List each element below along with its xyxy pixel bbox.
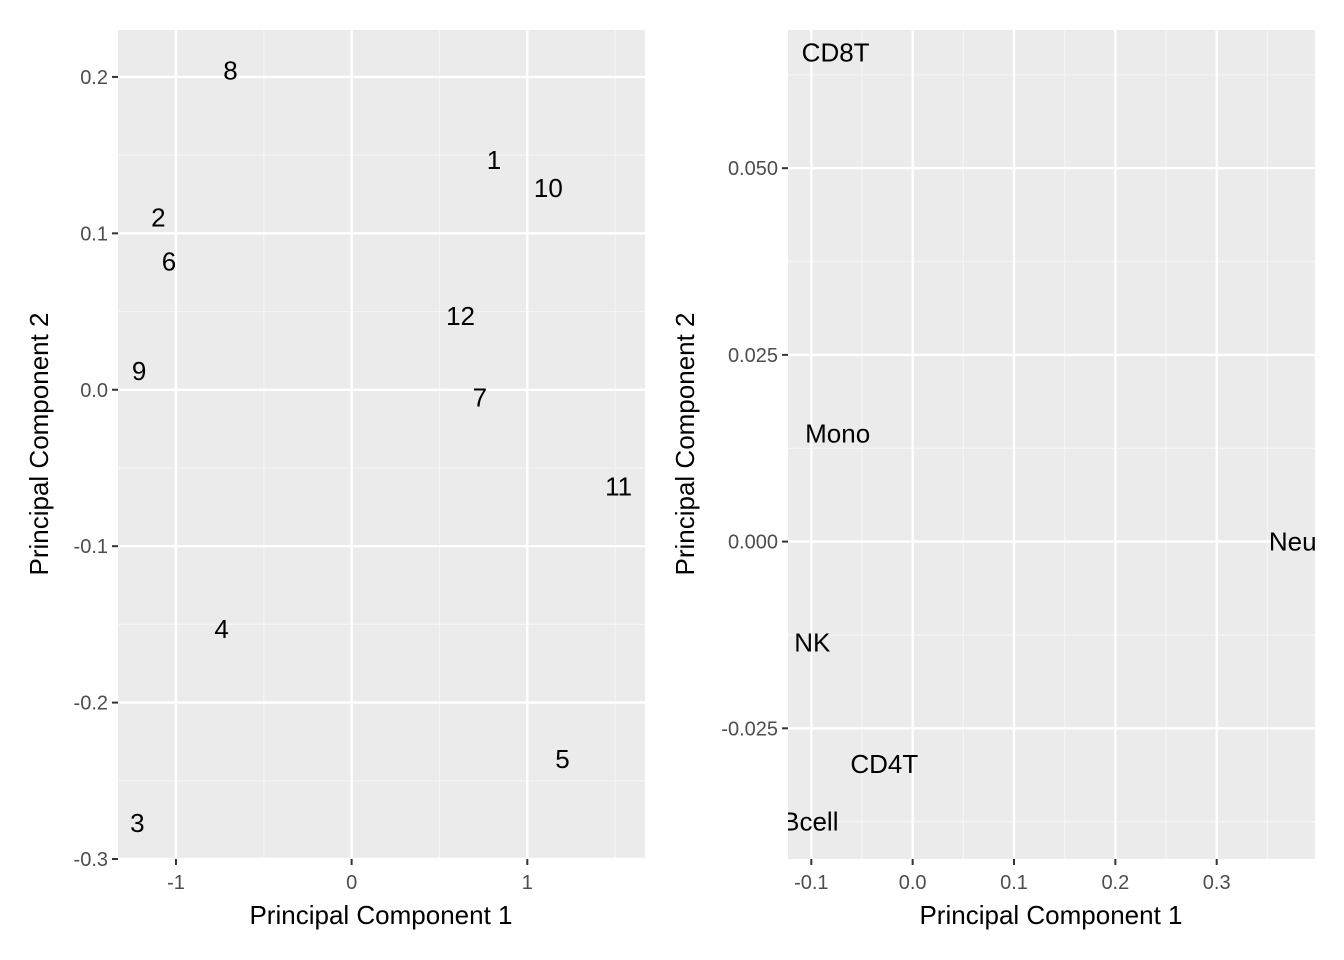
right-gridlines <box>788 30 1315 859</box>
point-label: 12 <box>446 301 475 331</box>
y-tick-label: 0.050 <box>728 158 778 180</box>
point-label: 5 <box>555 744 569 774</box>
point-label: 2 <box>151 203 165 233</box>
y-tick-label: 0.2 <box>80 67 108 89</box>
y-tick-label: -0.3 <box>74 849 108 871</box>
point-label: CD4T <box>850 749 918 779</box>
point-label: 10 <box>534 173 563 203</box>
x-tick-label: 0.2 <box>1101 872 1129 894</box>
right-chart: -0.1 0.0 0.1 0.2 0.3 -0.025 0.000 0.025 0.050 CD… <box>670 30 1317 930</box>
left-y-axis-title: Principal Component 2 <box>24 312 54 575</box>
y-tick-label: -0.025 <box>721 718 778 740</box>
point-label: 9 <box>132 356 146 386</box>
x-tick-label: 0.1 <box>1000 872 1028 894</box>
point-label: 11 <box>605 472 632 502</box>
right-x-axis-title: Principal Component 1 <box>919 900 1182 930</box>
x-tick-label: 0 <box>346 872 357 894</box>
point-label: NK <box>794 627 831 657</box>
point-label: 1 <box>487 145 501 175</box>
point-label: Bcell <box>782 807 838 837</box>
y-tick-label: 0.0 <box>80 380 108 402</box>
right-axis-ticks: -0.1 0.0 0.1 0.2 0.3 -0.025 0.000 0.025 0.050 <box>721 158 1230 894</box>
y-tick-label: 0.000 <box>728 532 778 554</box>
x-tick-label: -0.1 <box>794 872 828 894</box>
point-label: 8 <box>223 56 237 86</box>
left-point-labels: 8 1 10 2 6 12 9 7 11 4 5 3 <box>130 56 632 838</box>
point-label: Mono <box>805 418 870 448</box>
left-gridlines <box>118 30 645 861</box>
y-tick-label: -0.2 <box>74 693 108 715</box>
x-tick-label: 0.0 <box>899 872 927 894</box>
y-tick-label: -0.1 <box>74 536 108 558</box>
left-axis-ticks: -1 0 1 -0.3 -0.2 -0.1 0.0 0.1 0.2 <box>74 67 533 894</box>
x-tick-label: 1 <box>522 872 533 894</box>
right-point-labels: CD8T Mono Neu NK CD4T Bcell <box>782 37 1317 837</box>
left-plot-background <box>118 30 645 859</box>
point-label: CD8T <box>802 37 870 67</box>
y-tick-label: 0.025 <box>728 345 778 367</box>
right-y-axis-title: Principal Component 2 <box>670 312 700 575</box>
left-x-axis-title: Principal Component 1 <box>249 900 512 930</box>
left-chart: -1 0 1 -0.3 -0.2 -0.1 0.0 0.1 0.2 8 1 10 2 6 12 9 7 11 4 5… <box>24 30 645 930</box>
point-label: Neu <box>1269 527 1317 557</box>
y-tick-label: 0.1 <box>80 223 108 245</box>
x-tick-label: -1 <box>167 872 185 894</box>
x-tick-label: 0.3 <box>1203 872 1231 894</box>
point-label: 7 <box>473 383 487 413</box>
point-label: 3 <box>130 808 144 838</box>
point-label: 6 <box>162 246 176 276</box>
point-label: 4 <box>214 614 228 644</box>
